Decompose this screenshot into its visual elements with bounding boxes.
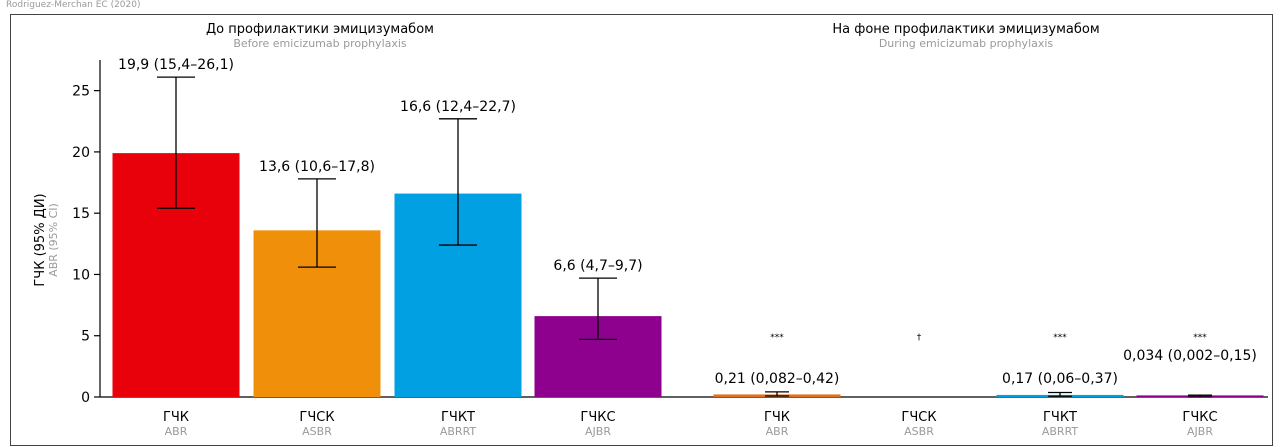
x-category-label-en: ABRRT xyxy=(440,425,477,438)
x-category-label: ГЧСК xyxy=(901,410,936,425)
y-tick-label: 5 xyxy=(81,329,90,345)
significance-marker: *** xyxy=(1193,333,1207,343)
x-category-label: ГЧКС xyxy=(580,410,615,425)
x-category-label-en: AJBR xyxy=(1187,425,1213,438)
x-category-label: ГЧК xyxy=(163,410,189,425)
x-category-label-en: ABR xyxy=(766,425,789,438)
y-tick-label: 15 xyxy=(72,206,90,222)
data-label: 13,6 (10,6–17,8) xyxy=(259,159,375,175)
panel-subtitle: Before emicizumab prophylaxis xyxy=(233,37,407,50)
x-category-label-en: ASBR xyxy=(904,425,934,438)
data-label: 0,034 (0,002–0,15) xyxy=(1123,348,1257,364)
significance-marker: *** xyxy=(770,333,784,343)
significance-marker: † xyxy=(917,333,922,343)
error-bars-group xyxy=(157,76,1212,398)
x-category-label: ГЧК xyxy=(764,410,790,425)
y-axis-title-en: ABR (95% CI) xyxy=(47,203,60,277)
x-category-label-en: ABRRT xyxy=(1042,425,1079,438)
data-label: 19,9 (15,4–26,1) xyxy=(118,57,234,73)
data-label: 0,17 (0,06–0,37) xyxy=(1002,371,1118,387)
panel-subtitle: During emicizumab prophylaxis xyxy=(879,37,1054,50)
chart-frame xyxy=(10,14,1273,446)
data-label: 0,21 (0,082–0,42) xyxy=(715,371,840,387)
x-category-label-en: ABR xyxy=(165,425,188,438)
y-tick-label: 20 xyxy=(72,145,90,161)
data-label: 16,6 (12,4–22,7) xyxy=(400,99,516,115)
y-tick-label: 0 xyxy=(81,390,90,406)
x-category-label-en: AJBR xyxy=(585,425,611,438)
y-axis-title: ГЧК (95% ДИ) xyxy=(33,193,48,286)
y-tick-label: 25 xyxy=(72,84,90,100)
bars-group xyxy=(112,153,1264,397)
image-caption: Rodriguez-Merchan EC (2020) xyxy=(6,0,141,10)
significance-marker: *** xyxy=(1053,333,1067,343)
panel-title: До профилактики эмицизумабом xyxy=(206,22,434,37)
x-category-label: ГЧКТ xyxy=(441,410,475,425)
x-category-label-en: ASBR xyxy=(302,425,332,438)
data-label: 6,6 (4,7–9,7) xyxy=(553,258,642,274)
x-category-label: ГЧКТ xyxy=(1043,410,1077,425)
x-category-label: ГЧКС xyxy=(1182,410,1217,425)
panel-title: На фоне профилактики эмицизумабом xyxy=(832,22,1099,37)
y-tick-label: 10 xyxy=(72,267,90,283)
x-category-label: ГЧСК xyxy=(299,410,334,425)
